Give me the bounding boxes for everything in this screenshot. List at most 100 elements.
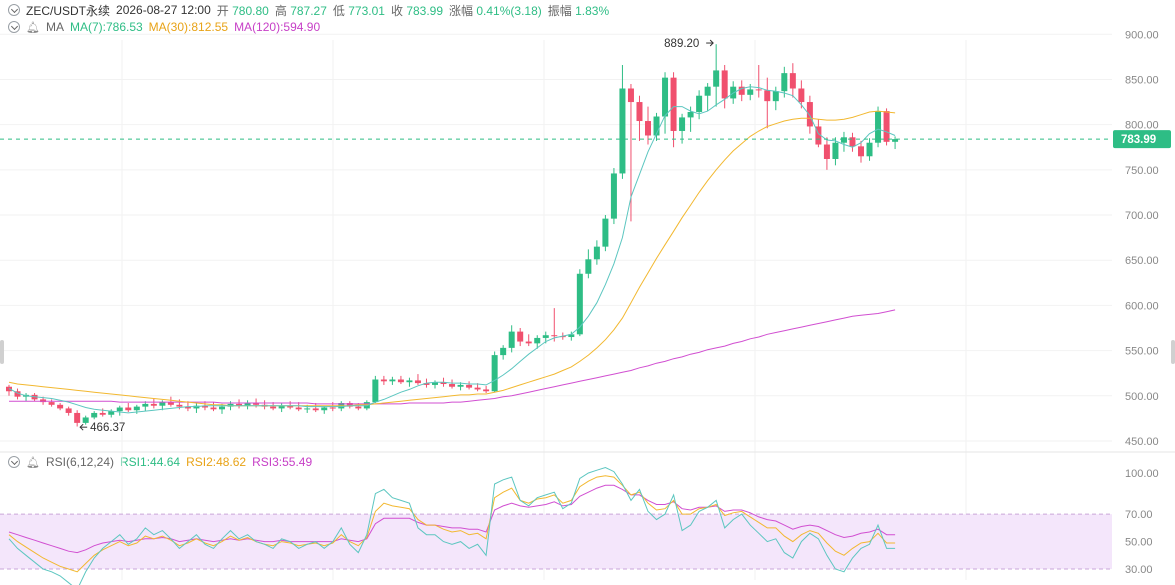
amplitude-label: 振幅 xyxy=(547,3,572,18)
candle-body xyxy=(201,405,208,408)
rsi-tick-label: 100.00 xyxy=(1125,468,1159,480)
candle-body xyxy=(858,146,864,157)
candle-body xyxy=(74,412,81,423)
candle-body xyxy=(704,86,711,96)
price-axis: 450.00 500.00 550.00 600.00 650.00 700.00 750.… xyxy=(0,29,1171,448)
candle-body xyxy=(406,380,413,383)
rsi-tick-label: 50.00 xyxy=(1125,537,1153,549)
candle-body xyxy=(568,334,575,338)
rsi-alert-bell-icon[interactable]: 🔔︎ xyxy=(26,456,40,469)
candle-body xyxy=(355,406,362,409)
ohlc-info-row: ZEC/USDT永续 2026-08-27 12:00 开 780.80 高 7… xyxy=(8,2,609,18)
candle-body xyxy=(875,111,882,143)
candle-body xyxy=(150,403,157,406)
candle-body xyxy=(423,383,430,385)
ma7-line xyxy=(8,86,896,414)
ma-indicator-title[interactable]: MA xyxy=(45,20,64,34)
candle-body xyxy=(602,218,609,247)
rsi-tick-label: 30.00 xyxy=(1125,564,1153,576)
price-tick-label: 600.00 xyxy=(1125,300,1159,312)
candle-body xyxy=(48,402,55,405)
candle-body xyxy=(840,137,847,143)
left-scroll-handle[interactable] xyxy=(0,340,4,364)
high-arrow-head xyxy=(709,39,714,47)
candle-body xyxy=(133,406,140,411)
candle-body xyxy=(627,88,634,103)
candle-body xyxy=(662,77,669,117)
low-price-annotation: 466.37 xyxy=(90,422,125,434)
candle-body xyxy=(542,335,549,338)
candle-body xyxy=(474,387,481,390)
rsi-lines-layer xyxy=(8,466,896,585)
rsi-collapse-chevron-icon[interactable] xyxy=(8,456,20,468)
candle-body xyxy=(449,384,456,387)
ma-lines-layer xyxy=(8,86,896,414)
candle-body xyxy=(806,102,813,127)
candle-body xyxy=(176,404,183,407)
candle-body xyxy=(619,88,626,174)
candle-body xyxy=(508,331,515,348)
price-tick-label: 700.00 xyxy=(1125,210,1159,222)
rsi-tick-label: 70.00 xyxy=(1125,509,1153,521)
ma-collapse-chevron-icon[interactable] xyxy=(8,21,20,33)
ma7-legend: MA(7):786.53 xyxy=(69,20,143,34)
candle-body xyxy=(466,384,473,388)
candle-body xyxy=(849,137,856,147)
candle-body xyxy=(696,95,703,112)
candle-body xyxy=(210,407,217,410)
candle-body xyxy=(244,403,251,406)
candle-body xyxy=(142,403,149,407)
candle-body xyxy=(287,405,294,408)
rsi1-line xyxy=(8,466,896,585)
ma30-line xyxy=(8,110,896,407)
low-arrow-head xyxy=(79,423,84,431)
rsi2-line xyxy=(8,475,896,573)
rsi-axis: 30.00 50.00 70.00 100.00 xyxy=(1125,468,1159,576)
last-price-badge xyxy=(1113,130,1171,149)
high-price-annotation: 889.20 xyxy=(664,38,699,50)
rsi3-legend: RSI3:55.49 xyxy=(252,455,313,469)
price-tick-label: 450.00 xyxy=(1125,436,1159,448)
candle-body xyxy=(551,335,558,337)
candle-body xyxy=(159,402,166,406)
candle-body xyxy=(823,144,830,159)
candles-layer xyxy=(6,44,899,427)
ma-legend-row: 🔔︎ MA MA(7):786.53 MA(30):812.55 MA(120)… xyxy=(8,19,320,35)
candle-body xyxy=(329,407,336,409)
candle-body xyxy=(517,331,524,342)
candle-body xyxy=(397,379,404,383)
ma30-legend: MA(30):812.55 xyxy=(148,20,229,34)
candle-body xyxy=(167,402,174,405)
candle-body xyxy=(534,337,541,344)
candle-body xyxy=(91,412,98,418)
rsi-indicator-title[interactable]: RSI(6,12,24) xyxy=(45,455,115,469)
candle-body xyxy=(645,121,651,136)
candle-body xyxy=(576,273,583,335)
high-label: 高 xyxy=(274,3,287,18)
low-value: 773.01 xyxy=(348,3,385,18)
alert-bell-icon[interactable]: 🔔︎ xyxy=(26,21,40,34)
candle-body xyxy=(278,405,285,409)
low-label: 低 xyxy=(332,3,345,18)
candle-body xyxy=(14,391,21,397)
candle-body xyxy=(866,142,873,157)
rsi2-legend: RSI2:48.62 xyxy=(186,455,247,469)
candle-body xyxy=(483,389,490,392)
candle-body xyxy=(304,408,311,410)
ma120-line xyxy=(9,309,896,405)
last-price-label: 783.99 xyxy=(1121,134,1156,146)
candle-body xyxy=(295,407,302,410)
right-scroll-handle[interactable] xyxy=(1171,340,1175,364)
candle-body xyxy=(184,406,191,409)
candle-body xyxy=(312,408,319,411)
candle-body xyxy=(321,407,328,411)
candle-datetime: 2026-08-27 12:00 xyxy=(116,3,211,17)
candle-body xyxy=(346,403,353,407)
change-label: 涨幅 xyxy=(449,3,474,18)
candle-body xyxy=(253,403,260,405)
candle-body xyxy=(236,403,243,406)
candle-body xyxy=(687,111,694,118)
collapse-chevron-icon[interactable] xyxy=(8,4,20,16)
candle-body xyxy=(798,88,805,103)
